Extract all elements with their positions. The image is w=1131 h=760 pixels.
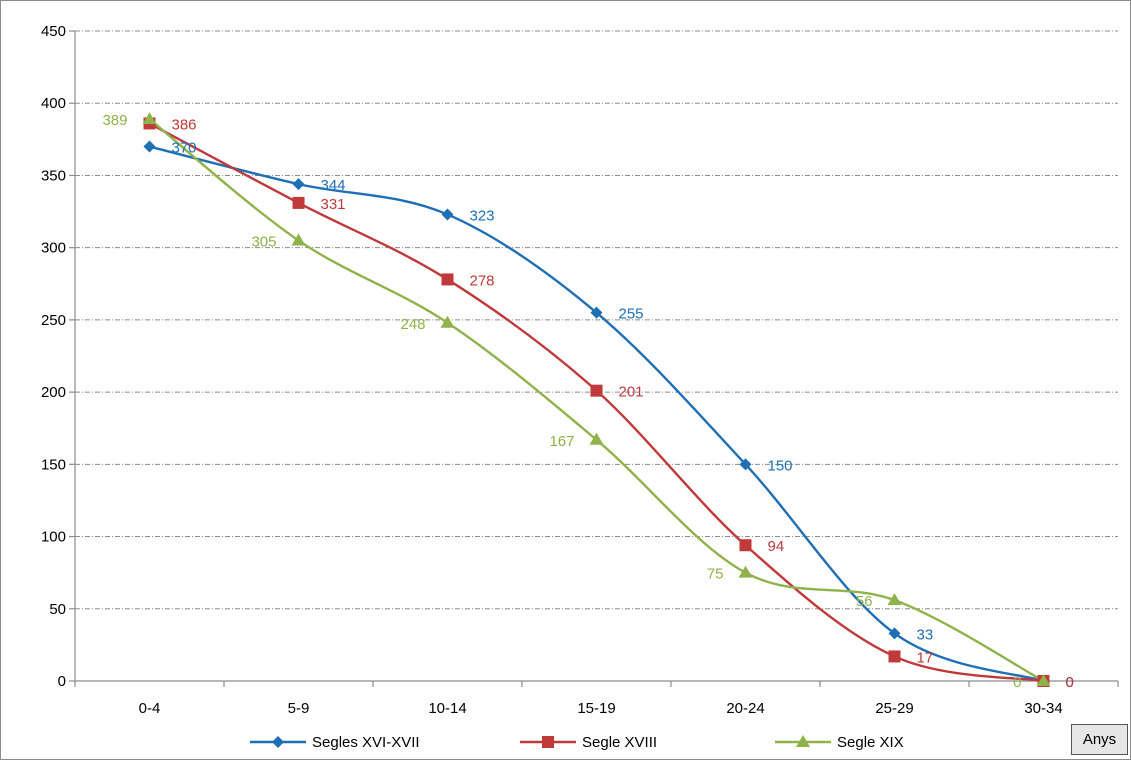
y-tick-label: 0 xyxy=(58,673,66,690)
data-point xyxy=(589,432,604,445)
y-tick-label: 350 xyxy=(41,167,66,184)
series-markers xyxy=(142,112,1051,687)
data-point xyxy=(143,140,156,153)
axes xyxy=(69,30,1119,687)
data-point xyxy=(590,384,603,397)
data-label: 386 xyxy=(172,116,197,133)
data-point xyxy=(888,627,901,640)
data-label: 0 xyxy=(1066,674,1074,691)
legend-marker xyxy=(542,736,554,748)
data-label: 33 xyxy=(917,626,934,643)
data-point xyxy=(292,196,305,209)
data-label: 255 xyxy=(619,306,644,323)
legend-label: Segles XVI-XVII xyxy=(312,734,420,751)
data-point xyxy=(738,565,753,578)
x-tick-label: 25-29 xyxy=(875,700,913,717)
data-point xyxy=(441,273,454,286)
data-point xyxy=(291,233,306,246)
data-label: 0 xyxy=(1066,674,1074,691)
data-label: 331 xyxy=(321,196,346,213)
x-tick-label: 5-9 xyxy=(288,700,310,717)
data-label: 248 xyxy=(400,316,425,333)
x-tick-label: 0-4 xyxy=(139,700,161,717)
data-point xyxy=(292,178,305,191)
data-label: 305 xyxy=(251,233,276,250)
data-label: 167 xyxy=(549,433,574,450)
data-label: 278 xyxy=(470,272,495,289)
y-tick-labels: 0 50 100 150 200 250 300 350 400 450 xyxy=(41,23,66,690)
y-tick-label: 200 xyxy=(41,384,66,401)
y-tick-label: 400 xyxy=(41,95,66,112)
y-tick-label: 150 xyxy=(41,456,66,473)
legend-marker xyxy=(272,736,284,748)
data-point xyxy=(739,458,752,471)
data-label: 389 xyxy=(102,112,127,129)
legend: Segles XVI-XVII Segle XVIII Segle XIX xyxy=(250,734,904,751)
data-point xyxy=(739,539,752,552)
x-tick-label: 30-34 xyxy=(1024,700,1062,717)
data-point xyxy=(590,306,603,319)
legend-label: Segle XIX xyxy=(837,734,904,751)
legend-label: Segle XVIII xyxy=(582,734,657,751)
x-tick-labels: 0-4 5-9 10-14 15-19 20-24 25-29 30-34 xyxy=(139,700,1063,717)
data-label: 56 xyxy=(856,593,873,610)
legend-marker xyxy=(796,735,810,747)
data-label: 150 xyxy=(768,457,793,474)
data-label: 0 xyxy=(1013,674,1021,691)
data-point xyxy=(887,593,902,606)
data-label: 201 xyxy=(619,384,644,401)
data-point xyxy=(142,112,157,125)
y-tick-label: 300 xyxy=(41,240,66,257)
x-tick-label: 20-24 xyxy=(726,700,764,717)
data-labels: 370 344 323 255 150 33 0 386 331 278 201 94 17 0 389 30… xyxy=(102,112,1073,691)
x-axis-field-button[interactable]: Anys xyxy=(1071,724,1128,755)
data-label: 370 xyxy=(172,140,197,157)
data-label: 17 xyxy=(917,649,934,666)
data-label: 344 xyxy=(321,177,346,194)
data-point xyxy=(440,315,455,328)
y-tick-label: 250 xyxy=(41,312,66,329)
data-label: 323 xyxy=(470,207,495,224)
y-tick-label: 450 xyxy=(41,23,66,40)
y-tick-label: 50 xyxy=(49,601,66,618)
y-tick-label: 100 xyxy=(41,529,66,546)
data-point xyxy=(1036,674,1051,686)
data-label: 75 xyxy=(707,566,724,583)
data-label: 94 xyxy=(768,538,785,555)
x-tick-label: 15-19 xyxy=(577,700,615,717)
x-tick-label: 10-14 xyxy=(428,700,466,717)
data-point xyxy=(888,650,901,663)
data-point xyxy=(441,208,454,221)
